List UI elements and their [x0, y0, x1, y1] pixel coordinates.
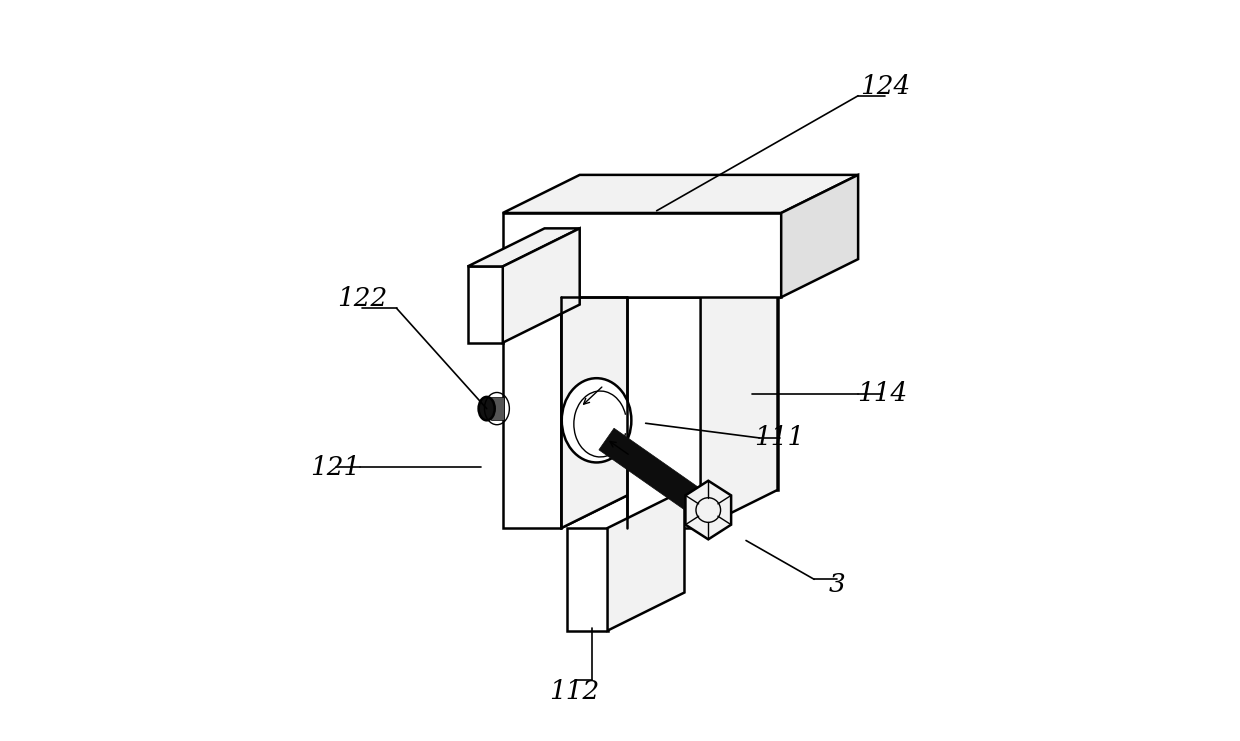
- Text: 3: 3: [828, 572, 846, 597]
- Polygon shape: [562, 259, 639, 528]
- Polygon shape: [502, 297, 562, 528]
- Polygon shape: [467, 267, 502, 342]
- Polygon shape: [627, 259, 777, 297]
- Polygon shape: [627, 297, 701, 528]
- Text: 111: 111: [755, 425, 805, 451]
- Ellipse shape: [479, 397, 495, 420]
- Polygon shape: [502, 213, 781, 297]
- Text: 121: 121: [310, 455, 361, 479]
- Polygon shape: [467, 228, 580, 267]
- Polygon shape: [639, 259, 777, 490]
- Text: 114: 114: [857, 382, 908, 407]
- Polygon shape: [502, 175, 858, 213]
- FancyBboxPatch shape: [491, 397, 505, 420]
- Text: 122: 122: [337, 286, 387, 311]
- Polygon shape: [686, 481, 732, 539]
- Polygon shape: [701, 259, 777, 528]
- Ellipse shape: [562, 378, 631, 462]
- Polygon shape: [781, 175, 858, 297]
- Polygon shape: [567, 528, 608, 631]
- Text: 112: 112: [549, 679, 600, 704]
- Text: 124: 124: [861, 73, 910, 99]
- Polygon shape: [599, 428, 707, 515]
- Polygon shape: [502, 259, 639, 297]
- Polygon shape: [608, 490, 684, 631]
- Polygon shape: [502, 228, 580, 342]
